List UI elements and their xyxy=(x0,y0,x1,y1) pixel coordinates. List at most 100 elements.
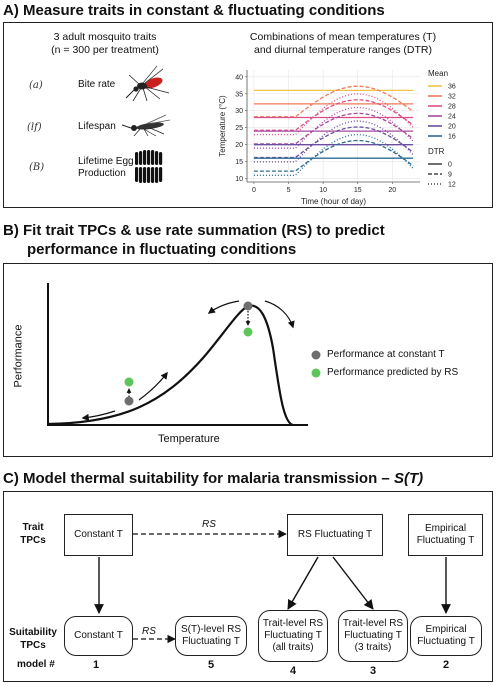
model-number-5: 5 xyxy=(207,659,215,671)
mosquito-biting-icon xyxy=(125,65,170,102)
chart-series-line xyxy=(253,99,414,131)
box-model-1: Constant T xyxy=(64,616,133,656)
chart-legend-mean-label: 16 xyxy=(448,134,456,141)
chart-legend-dtr-label: 9 xyxy=(448,172,452,179)
chart-legend-dtr-label: 0 xyxy=(448,162,452,169)
chart-x-tick-label: 5 xyxy=(287,187,291,194)
tpc-curve xyxy=(47,304,294,427)
traits-heading: 3 adult mosquito traits (n = 300 per tre… xyxy=(20,31,190,57)
chart-x-tick-label: 10 xyxy=(319,187,327,194)
legend-constant-label: Performance at constant T xyxy=(327,349,445,360)
arrow-peak-right xyxy=(264,300,295,329)
chart-legend-dtr-title: DTR xyxy=(428,147,445,156)
row-label-suitability-tpcs: Suitability TPCs xyxy=(3,626,63,652)
chart-series-line xyxy=(253,126,414,159)
chart-x-tick-label: 20 xyxy=(388,187,396,194)
box-constant-t: Constant T xyxy=(64,514,133,556)
chart-y-tick-label: 20 xyxy=(235,142,243,149)
chart-legend-mean-title: Mean xyxy=(428,69,448,78)
box-model-2-line-2: Fluctuating T xyxy=(417,636,475,647)
row-label-trait-line-1: Trait xyxy=(22,522,44,533)
chart-legend-dtr-label: 12 xyxy=(448,182,456,189)
panel-c-title-suffix: S(T) xyxy=(393,470,424,487)
arrow-peak-left xyxy=(207,300,240,314)
chart-y-tick-label: 15 xyxy=(235,159,243,166)
panel-b-title: B) Fit trait TPCs & use rate summation (… xyxy=(3,221,385,259)
box-model-2: Empirical Fluctuating T xyxy=(410,616,482,656)
chart-legend-mean-label: 36 xyxy=(448,84,456,91)
mosquito-dead-icon xyxy=(121,114,171,137)
chart-y-tick-label: 10 xyxy=(235,176,243,183)
trait-label-egg-production: Lifetime Egg Production xyxy=(78,156,134,180)
panel-a-frame xyxy=(3,22,493,208)
tpc-y-label: Performance xyxy=(12,324,25,388)
box-model-1-line-1: Constant T xyxy=(74,630,123,641)
chart-y-tick-label: 35 xyxy=(235,91,243,98)
panel-c-frame xyxy=(3,491,493,682)
rs-label-top: RS xyxy=(202,519,216,530)
legend-rs-swatch xyxy=(311,368,321,378)
panel-b-title-line-1: B) Fit trait TPCs & use rate summation (… xyxy=(3,222,385,239)
box-model-4-line-2: Fluctuating T xyxy=(264,630,322,641)
model-flow-arrows xyxy=(94,529,451,644)
chart-series-line xyxy=(253,112,414,145)
box-model-4: Trait-level RS Fluctuating T (all traits… xyxy=(258,610,328,662)
rs-label-bottom: RS xyxy=(142,626,156,637)
chart-y-tick-label: 40 xyxy=(235,74,243,81)
chart-y-tick-label: 25 xyxy=(235,125,243,132)
trait-label-lifespan: Lifespan xyxy=(78,121,116,132)
box-model-5: S(T)-level RS Fluctuating T xyxy=(175,616,247,656)
row-label-suit-line-2: TPCs xyxy=(20,640,46,651)
panel-c-title: C) Model thermal suitability for malaria… xyxy=(3,469,423,488)
point-constant-low xyxy=(124,396,134,406)
box-model-5-line-1: S(T)-level RS xyxy=(180,624,241,635)
row-label-trait-line-2: TPCs xyxy=(20,535,46,546)
arrow-up-slope xyxy=(138,371,168,401)
chart-heading: Combinations of mean temperatures (T) an… xyxy=(218,31,468,57)
model-number-3: 3 xyxy=(369,665,377,677)
box-model-4-line-1: Trait-level RS xyxy=(262,618,324,629)
arrow-rs-to-all-traits xyxy=(287,556,319,610)
legend-rs-label: Performance predicted by RS xyxy=(327,367,459,378)
box-model-3-line-1: Trait-level RS xyxy=(342,618,404,629)
chart-x-tick-label: 15 xyxy=(354,187,362,194)
box-model-3: Trait-level RS Fluctuating T (3 traits) xyxy=(338,610,408,662)
chart-plot-area xyxy=(247,70,420,182)
point-constant-peak xyxy=(243,301,253,311)
box-model-4-line-3: (all traits) xyxy=(272,642,314,653)
row-label-suit-line-1: Suitability xyxy=(9,627,57,638)
legend-constant-swatch xyxy=(311,350,321,360)
chart-legend-mean-label: 28 xyxy=(448,104,456,111)
trait-symbol-lifespan: (lf) xyxy=(27,122,42,133)
box-empirical-line-1: Empirical xyxy=(424,523,467,534)
traits-heading-line-1: 3 adult mosquito traits xyxy=(53,31,157,43)
eggs-icon xyxy=(135,150,163,183)
arrow-rs-to-three-traits xyxy=(332,556,374,610)
tpc-diagram xyxy=(47,283,321,427)
model-number-4: 4 xyxy=(289,665,297,677)
chart-heading-line-1: Combinations of mean temperatures (T) xyxy=(249,31,437,43)
panel-c-title-prefix: C) Model thermal suitability for malaria… xyxy=(3,470,394,487)
trait-label-bite-rate: Bite rate xyxy=(78,79,116,90)
trait-symbol-egg-production: (B) xyxy=(29,162,45,173)
chart-y-label: Temperature (°C) xyxy=(218,95,227,157)
arrow-down-slope xyxy=(81,410,116,422)
point-rs-low xyxy=(124,377,134,387)
traits-heading-line-2: (n = 300 per treatment) xyxy=(51,44,159,56)
trait-symbol-bite-rate: (a) xyxy=(29,80,43,91)
model-number-2: 2 xyxy=(442,659,450,671)
chart-legend-mean-label: 32 xyxy=(448,94,456,101)
temperature-chart: 10 15 20 25 30 35 40 0 5 10 15 20 Time (hour of day)… xyxy=(218,69,456,206)
point-rs-peak xyxy=(243,327,253,337)
trait-label-egg-line-1: Lifetime Egg xyxy=(78,156,134,167)
panel-a-title: A) Measure traits in constant & fluctuat… xyxy=(3,2,385,19)
box-model-5-line-2: Fluctuating T xyxy=(182,636,240,647)
model-number-label: model # xyxy=(17,659,55,670)
panel-b-title-line-2: performance in fluctuating conditions xyxy=(27,241,297,258)
chart-legend-mean-label: 24 xyxy=(448,114,456,121)
chart-x-tick-label: 0 xyxy=(252,187,256,194)
box-model-3-line-2: Fluctuating T xyxy=(344,630,402,641)
box-empirical-fluctuating-t: Empirical Fluctuating T xyxy=(408,514,483,556)
tpc-x-label: Temperature xyxy=(158,433,220,445)
box-rs-fluctuating-t: RS Fluctuating T xyxy=(287,514,383,556)
